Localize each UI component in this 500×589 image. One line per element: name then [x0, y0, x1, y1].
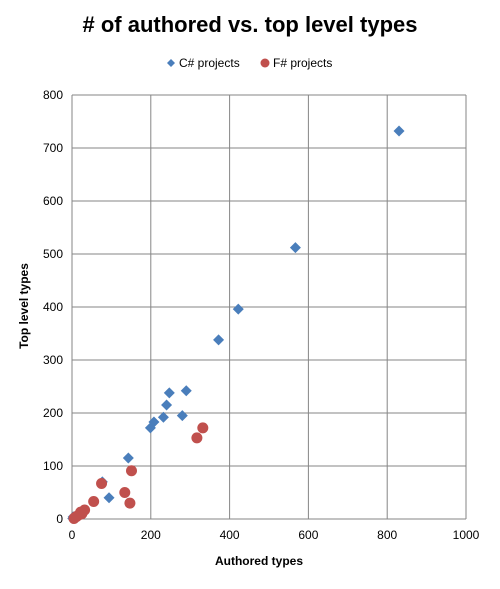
x-axis-label: Authored types: [215, 554, 303, 568]
y-tick-label: 400: [43, 300, 63, 314]
c-sharp-point: [176, 410, 188, 422]
y-tick-label: 700: [43, 141, 63, 155]
data-points: [67, 125, 405, 524]
y-tick-label: 800: [43, 88, 63, 102]
y-tick-label: 500: [43, 247, 63, 261]
f-sharp-point: [125, 465, 137, 477]
f-sharp-point: [124, 497, 136, 509]
legend: C# projects F# projects: [167, 56, 332, 70]
legend-label-c-sharp-projects: C# projects: [179, 56, 240, 70]
c-sharp-point: [163, 387, 175, 399]
f-sharp-point: [88, 496, 100, 508]
x-tick-label: 800: [377, 528, 397, 542]
y-tick-label: 100: [43, 459, 63, 473]
x-tick-label: 600: [298, 528, 318, 542]
f-sharp-point: [191, 432, 203, 444]
y-axis-label: Top level types: [17, 263, 31, 349]
y-tick-label: 200: [43, 406, 63, 420]
tick-labels: 0 100 200 300 400 500 600 700 800 0 200 400 600 800 10…: [43, 88, 480, 542]
legend-marker-f-sharp-projects: [260, 58, 270, 68]
c-sharp-point: [122, 452, 134, 464]
x-tick-label: 0: [69, 528, 76, 542]
f-sharp-point: [197, 422, 209, 434]
legend-marker-c-sharp-projects: [167, 59, 175, 67]
f-sharp-point: [119, 487, 131, 498]
c-sharp-point: [232, 303, 244, 315]
c-sharp-point: [213, 334, 225, 346]
c-sharp-point: [289, 242, 301, 254]
x-tick-label: 200: [141, 528, 161, 542]
x-tick-label: 1000: [453, 528, 480, 542]
c-sharp-point: [157, 411, 169, 423]
c-sharp-point: [393, 125, 405, 137]
x-tick-label: 400: [220, 528, 240, 542]
y-tick-label: 0: [56, 512, 63, 526]
chart-title: # of authored vs. top level types: [83, 12, 418, 37]
c-sharp-point: [180, 385, 192, 397]
c-sharp-point: [103, 492, 115, 504]
c-sharp-point: [144, 422, 156, 434]
legend-label-f-sharp-projects: F# projects: [273, 56, 332, 70]
f-sharp-point: [75, 506, 87, 518]
gridlines: [71, 94, 467, 520]
c-sharp-point: [161, 399, 173, 411]
y-tick-label: 600: [43, 194, 63, 208]
y-tick-label: 300: [43, 353, 63, 367]
f-sharp-point: [96, 477, 108, 489]
